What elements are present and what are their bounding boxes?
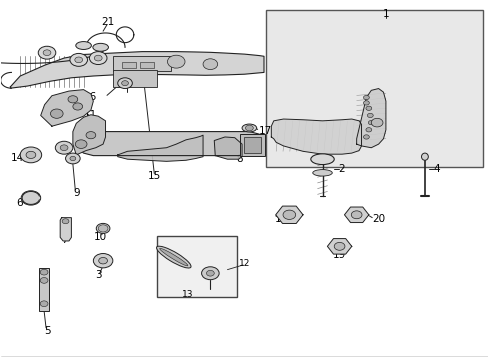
Polygon shape: [327, 239, 351, 254]
Circle shape: [363, 101, 368, 105]
Ellipse shape: [160, 248, 187, 266]
Polygon shape: [73, 115, 105, 155]
Bar: [140, 62, 154, 68]
Bar: [113, 70, 157, 87]
Text: 7: 7: [61, 235, 67, 245]
Text: 3: 3: [95, 270, 102, 280]
Circle shape: [206, 270, 214, 276]
Circle shape: [62, 219, 69, 224]
Circle shape: [333, 242, 344, 250]
Text: 4: 4: [433, 164, 440, 174]
Text: 1: 1: [382, 9, 388, 19]
Circle shape: [203, 59, 217, 69]
Ellipse shape: [156, 246, 191, 268]
Ellipse shape: [310, 154, 333, 165]
Text: 11: 11: [84, 110, 97, 120]
Polygon shape: [118, 135, 203, 161]
Circle shape: [98, 225, 108, 232]
Bar: [113, 56, 171, 71]
Circle shape: [370, 118, 382, 127]
Polygon shape: [60, 218, 71, 241]
Circle shape: [60, 145, 68, 150]
Polygon shape: [356, 89, 385, 148]
Circle shape: [118, 78, 132, 89]
Bar: [239, 134, 264, 156]
Circle shape: [350, 211, 361, 219]
Circle shape: [365, 106, 371, 111]
Circle shape: [40, 269, 48, 275]
Circle shape: [26, 151, 36, 158]
Circle shape: [70, 53, 87, 66]
Text: 15: 15: [147, 171, 161, 181]
Circle shape: [55, 141, 73, 154]
Text: 8: 8: [236, 154, 243, 164]
Text: 9: 9: [73, 188, 80, 198]
Ellipse shape: [312, 170, 331, 176]
Circle shape: [38, 46, 56, 59]
Ellipse shape: [76, 41, 91, 49]
Circle shape: [93, 253, 113, 268]
Text: 18: 18: [274, 215, 287, 224]
Circle shape: [68, 96, 78, 103]
Circle shape: [75, 57, 82, 63]
Polygon shape: [214, 137, 242, 159]
Bar: [39, 268, 49, 311]
Text: 10: 10: [94, 232, 107, 242]
Circle shape: [20, 147, 41, 163]
Text: 5: 5: [43, 325, 50, 336]
Circle shape: [65, 153, 80, 164]
Polygon shape: [10, 51, 264, 88]
Circle shape: [365, 128, 371, 132]
Text: 19: 19: [332, 250, 346, 260]
Circle shape: [89, 51, 107, 64]
Text: 2: 2: [338, 164, 345, 174]
Text: 16: 16: [84, 92, 97, 102]
Circle shape: [21, 191, 41, 205]
Bar: [122, 62, 136, 68]
Bar: [243, 137, 261, 153]
Text: 20: 20: [371, 215, 385, 224]
Circle shape: [40, 301, 48, 307]
Text: 6: 6: [16, 198, 22, 208]
Polygon shape: [344, 207, 368, 222]
Bar: [266, 10, 483, 167]
Circle shape: [245, 125, 253, 131]
Circle shape: [366, 113, 372, 118]
Bar: [157, 235, 237, 297]
Circle shape: [94, 55, 102, 61]
Circle shape: [363, 95, 368, 100]
Circle shape: [86, 132, 96, 139]
Polygon shape: [271, 119, 361, 154]
Circle shape: [367, 121, 373, 125]
Text: 14: 14: [11, 153, 24, 163]
Circle shape: [283, 210, 295, 220]
Polygon shape: [41, 90, 93, 126]
Circle shape: [363, 135, 368, 139]
Circle shape: [75, 140, 87, 148]
Circle shape: [40, 278, 48, 283]
Text: 12: 12: [238, 259, 250, 268]
Text: 21: 21: [101, 17, 114, 27]
Circle shape: [99, 257, 107, 264]
Ellipse shape: [242, 124, 256, 132]
Circle shape: [43, 50, 51, 55]
Ellipse shape: [421, 153, 427, 160]
Polygon shape: [80, 132, 264, 156]
Circle shape: [122, 81, 128, 86]
Text: 13: 13: [182, 289, 193, 298]
Circle shape: [73, 103, 82, 110]
Polygon shape: [275, 206, 303, 224]
Ellipse shape: [93, 43, 108, 51]
Circle shape: [70, 156, 76, 161]
Text: 17: 17: [259, 126, 272, 135]
Circle shape: [201, 267, 219, 280]
Circle shape: [167, 55, 184, 68]
Ellipse shape: [96, 224, 110, 233]
Circle shape: [50, 109, 63, 118]
